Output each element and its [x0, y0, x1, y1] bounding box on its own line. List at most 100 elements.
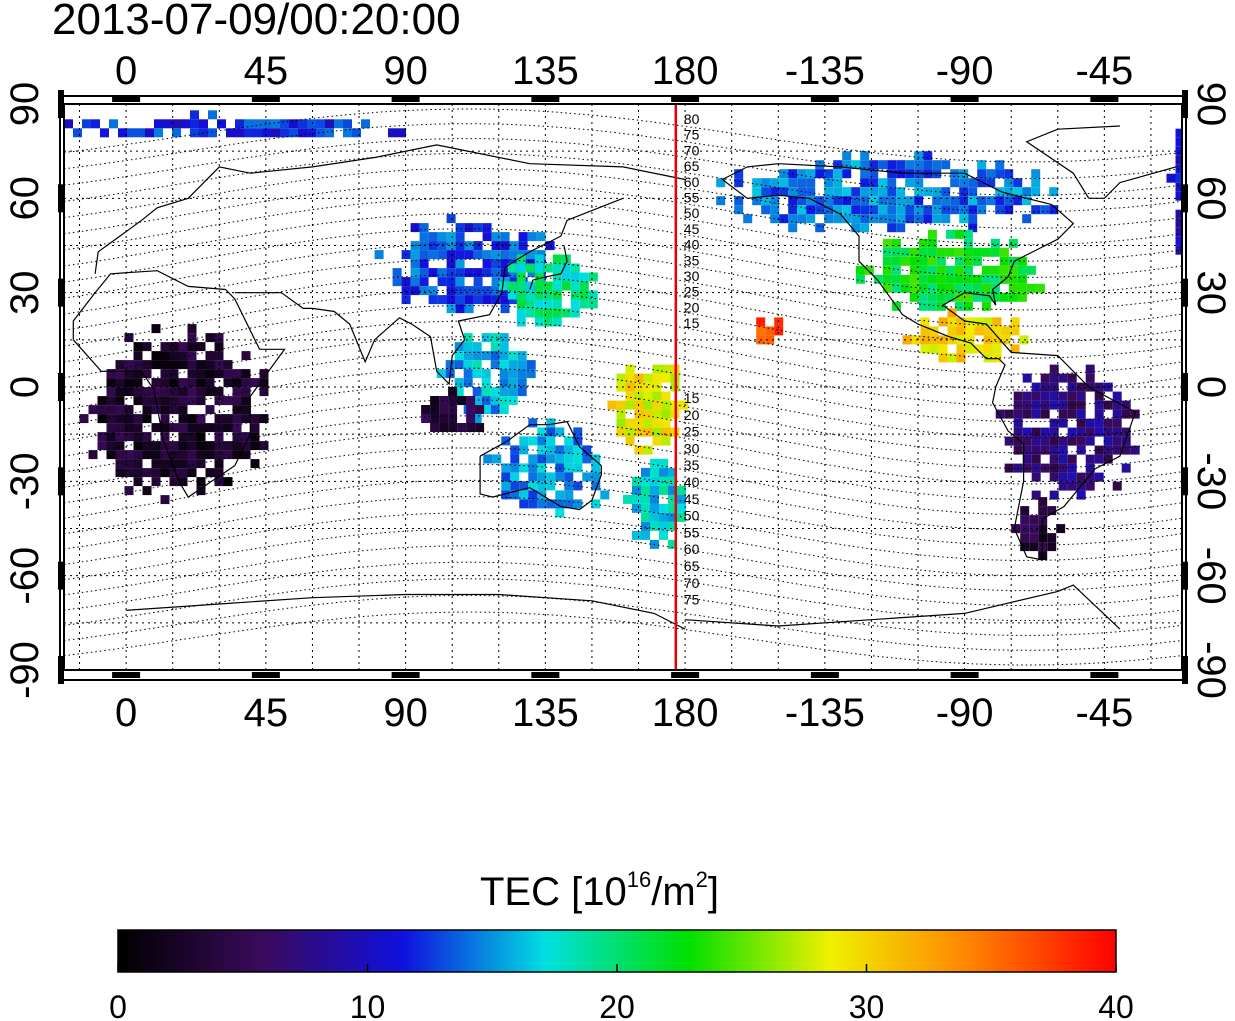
tec-pixel: [214, 360, 224, 370]
tec-pixel: [992, 335, 1002, 345]
tec-pixel: [543, 317, 553, 327]
tec-pixel: [995, 160, 1005, 170]
tec-pixel: [1004, 187, 1014, 197]
tec-pixel: [1004, 205, 1014, 215]
tec-pixel: [527, 232, 537, 242]
tec-pixel: [169, 351, 179, 361]
tec-pixel: [564, 454, 574, 464]
tec-pixel: [555, 463, 565, 473]
tec-pixel: [927, 274, 937, 284]
tec-pixel: [1094, 427, 1104, 437]
tec-pixel: [454, 351, 464, 361]
tec-pixel: [223, 423, 233, 433]
tec-pixel: [995, 169, 1005, 179]
tec-pixel: [999, 265, 1009, 275]
tec-pixel: [570, 272, 580, 282]
tec-pixel: [232, 369, 242, 379]
tec-pixel: [570, 263, 580, 273]
tec-pixel: [936, 274, 946, 284]
tec-pixel: [1001, 326, 1011, 336]
tec-pixel: [250, 378, 260, 388]
tec-pixel: [625, 418, 635, 428]
tec-pixel: [490, 360, 500, 370]
tec-pixel: [641, 530, 650, 540]
tec-pixel: [1058, 373, 1068, 383]
tec-pixel: [205, 387, 215, 397]
tec-pixel: [954, 247, 964, 257]
tec-pixel: [115, 441, 125, 451]
tec-pixel: [1076, 418, 1086, 428]
tec-pixel: [806, 169, 816, 179]
tec-pixel: [241, 369, 251, 379]
tec-pixel: [1112, 445, 1122, 455]
tec-pixel: [661, 418, 671, 428]
tec-pixel: [1175, 218, 1182, 228]
tec-pixel: [842, 160, 852, 170]
tec-pixel: [448, 387, 458, 396]
tec-pixel: [501, 490, 511, 500]
tec-pixel: [902, 335, 912, 345]
tec-pixel: [986, 169, 996, 179]
tec-pixel: [446, 268, 456, 278]
tec-pixel: [929, 344, 939, 354]
tec-pixel: [187, 459, 197, 469]
colorbar-tick-label: 40: [1098, 989, 1134, 1021]
tec-pixel: [481, 387, 491, 397]
tec-pixel: [963, 256, 973, 266]
tec-pixel: [446, 295, 456, 305]
bottom-longitude-labels: 0 45 90 135 180 -135 -90 -45: [115, 691, 1133, 735]
tec-pixel: [196, 459, 206, 469]
tec-pixel: [1029, 524, 1039, 534]
tec-pixel: [945, 274, 955, 284]
tec-pixel: [499, 360, 509, 370]
tec-pixel: [945, 247, 955, 257]
tec-pixel: [981, 292, 991, 302]
tec-pixel: [887, 196, 897, 206]
tec-pixel: [869, 214, 879, 224]
tec-pixel: [271, 119, 280, 129]
tec-pixel: [995, 409, 1005, 419]
tec-pixel: [570, 290, 580, 300]
tec-pixel: [1121, 409, 1131, 419]
tec-pixel: [466, 414, 476, 423]
tec-pixel: [187, 387, 197, 397]
tec-pixel: [968, 196, 978, 206]
tec-pixel: [1121, 445, 1131, 455]
tec-pixel: [815, 169, 825, 179]
tec-pixel: [537, 499, 547, 509]
top-longitude-labels: 0 45 90 135 180 -135 -90 -45: [115, 49, 1133, 93]
tec-pixel: [491, 259, 501, 269]
tec-pixel: [668, 476, 677, 486]
magnetic-contour: [64, 153, 1182, 213]
tec-pixel: [482, 259, 492, 269]
tec-pixel: [534, 290, 544, 300]
tec-pixel: [659, 467, 668, 477]
tec-pixel: [525, 263, 535, 273]
tec-pixel: [990, 292, 1000, 302]
tec-pixel: [914, 160, 924, 170]
lat-label-left: -60: [3, 547, 47, 605]
tec-pixel: [650, 476, 659, 486]
tec-pixel: [972, 274, 982, 284]
tec-pixel: [661, 391, 671, 401]
tec-pixel: [1031, 400, 1041, 410]
tec-pixel: [1067, 373, 1077, 383]
tec-pixel: [472, 360, 482, 370]
tec-pixel: [891, 283, 901, 293]
lon-label-bottom: -135: [785, 691, 865, 735]
tec-pixel: [650, 485, 659, 495]
tec-pixel: [954, 292, 964, 302]
tec-pixel: [133, 423, 143, 433]
tec-pixel: [178, 378, 188, 388]
tec-pixel: [977, 205, 987, 215]
tec-pixel: [1094, 409, 1104, 419]
tec-pixel: [1022, 214, 1032, 224]
tec-pixel: [815, 196, 825, 206]
tec-pixel: [142, 387, 152, 397]
tec-pixel: [546, 454, 556, 464]
tec-pixel: [464, 241, 474, 251]
tec-pixel: [659, 485, 668, 495]
mag-lat-label: 40: [684, 237, 700, 253]
tec-pixel: [133, 459, 143, 469]
tec-pixel: [136, 128, 145, 138]
